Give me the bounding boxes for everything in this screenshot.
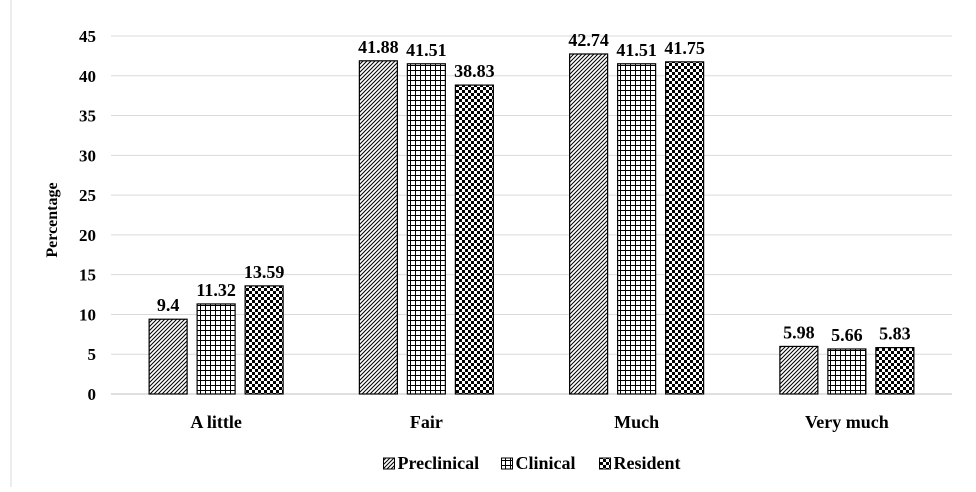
bar-clinical-very-much xyxy=(827,348,867,395)
data-labels: 9.4 11.32 13.59 41.88 41.51 38.83 42.74 41.51 41… xyxy=(157,30,911,345)
x-axis-ticks: A little Fair Much Very much xyxy=(190,412,888,432)
bar-clinical-fair xyxy=(406,63,446,395)
bar-resident-very-much xyxy=(875,347,915,395)
bar-preclinical-very-much xyxy=(779,345,819,395)
x-tick-label-a-little: A little xyxy=(190,412,242,432)
bar-preclinical-a-little xyxy=(148,318,188,395)
y-tick-label: 25 xyxy=(79,186,96,205)
legend-label-preclinical: Preclinical xyxy=(398,453,480,473)
data-label-clinical-very-much: 5.66 xyxy=(831,325,863,345)
y-tick-label: 45 xyxy=(79,27,96,46)
y-tick-label: 40 xyxy=(79,67,96,86)
bar-resident-much xyxy=(665,61,705,395)
legend-label-clinical: Clinical xyxy=(516,453,576,473)
y-axis-ticks: 0 5 10 15 20 25 30 35 40 45 xyxy=(79,27,96,404)
data-label-resident-a-little: 13.59 xyxy=(244,262,285,282)
data-label-preclinical-fair: 41.88 xyxy=(358,37,399,57)
y-tick-label: 20 xyxy=(79,226,96,245)
y-tick-label: 30 xyxy=(79,146,96,165)
bar-resident-a-little xyxy=(244,285,284,395)
gridlines xyxy=(111,35,952,395)
bar-preclinical-fair xyxy=(358,60,398,395)
y-tick-label: 15 xyxy=(79,266,96,285)
bar-clinical-a-little xyxy=(196,303,236,395)
data-label-preclinical-much: 42.74 xyxy=(568,30,609,50)
data-label-preclinical-very-much: 5.98 xyxy=(783,322,815,342)
legend-label-resident: Resident xyxy=(614,453,681,473)
data-label-clinical-a-little: 11.32 xyxy=(196,280,236,300)
data-label-clinical-much: 41.51 xyxy=(616,40,657,60)
x-tick-label-very-much: Very much xyxy=(805,412,889,432)
bar-resident-fair xyxy=(454,84,494,395)
legend-swatch-resident xyxy=(599,457,611,470)
x-tick-label-fair: Fair xyxy=(410,412,443,432)
bars xyxy=(148,53,915,395)
data-label-resident-very-much: 5.83 xyxy=(879,324,911,344)
y-tick-label: 5 xyxy=(88,345,97,364)
data-label-resident-much: 41.75 xyxy=(664,38,705,58)
y-axis-title: Percentage xyxy=(44,182,61,257)
data-label-resident-fair: 38.83 xyxy=(454,61,495,81)
bar-clinical-much xyxy=(617,63,657,395)
legend: Preclinical Clinical Resident xyxy=(383,453,681,473)
data-label-clinical-fair: 41.51 xyxy=(406,40,447,60)
x-tick-label-much: Much xyxy=(614,412,659,432)
y-tick-label: 35 xyxy=(79,107,96,126)
legend-swatch-clinical xyxy=(501,457,513,470)
legend-swatch-preclinical xyxy=(383,457,395,470)
bar-preclinical-much xyxy=(569,53,609,395)
y-tick-label: 0 xyxy=(88,385,97,404)
y-tick-label: 10 xyxy=(79,305,96,324)
data-label-preclinical-a-little: 9.4 xyxy=(157,295,180,315)
